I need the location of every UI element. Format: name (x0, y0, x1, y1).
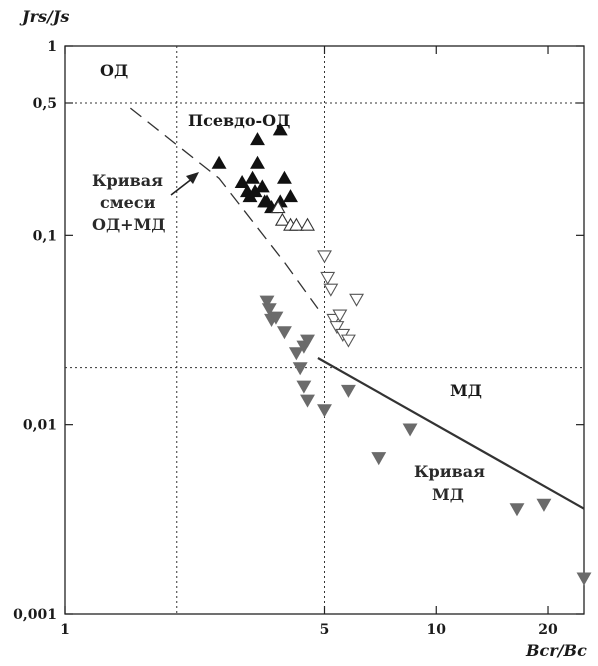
region-label-psd: Псевдо-ОД (188, 111, 290, 130)
y-tick-label-1: 0,5 (33, 96, 57, 112)
data-point-s2-8 (349, 293, 365, 307)
data-point-s0-8 (254, 179, 270, 193)
data-point-s3-0 (259, 295, 275, 309)
reference-lines (65, 46, 584, 614)
data-point-s2-5 (332, 309, 348, 323)
x-tick-label-1: 5 (320, 622, 330, 638)
data-point-s3-12 (340, 384, 356, 398)
mixing-curve-label-line3: ОД+МД (92, 215, 166, 234)
data-point-s3-17 (576, 572, 592, 586)
region-label-sd: ОД (100, 61, 128, 80)
data-point-s1-4 (300, 217, 315, 231)
data-point-s3-15 (509, 503, 525, 517)
data-point-s1-0 (270, 200, 286, 214)
x-tick-label-0: 1 (60, 622, 70, 638)
data-point-s0-7 (250, 132, 265, 146)
data-point-s2-0 (317, 250, 332, 264)
data-point-s3-6 (292, 362, 308, 376)
data-point-s0-12 (272, 122, 288, 136)
mixing-curve-label-line2: смеси (100, 193, 156, 212)
x-tick-label-3: 20 (538, 622, 558, 638)
data-point-s3-16 (536, 498, 552, 512)
md-curve-label-line1: Кривая (414, 462, 485, 481)
data-points (211, 122, 592, 586)
data-point-s3-11 (317, 404, 332, 418)
data-point-s0-1 (234, 174, 250, 188)
data-point-s2-4 (329, 321, 345, 335)
region-label-md: МД (450, 381, 482, 400)
mixing-curve-arrow-head (186, 172, 199, 184)
data-point-s0-6 (250, 155, 265, 169)
data-point-s3-8 (300, 334, 315, 348)
x-tick-label-2: 10 (427, 622, 447, 638)
data-point-s3-14 (402, 423, 418, 437)
axis-ticks: 1 5 10 20 1 0,5 0,1 0,01 0,001 (13, 39, 584, 638)
data-point-s2-2 (323, 283, 339, 297)
mixing-curve-label-line1: Кривая (92, 171, 163, 190)
data-point-s1-1 (274, 212, 290, 226)
data-point-s0-0 (211, 155, 227, 169)
y-tick-label-3: 0,01 (23, 418, 57, 434)
data-point-s3-5 (288, 347, 304, 361)
data-point-s3-13 (371, 452, 387, 466)
data-point-s3-3 (268, 311, 284, 325)
x-axis-label: Bcr/Bc (525, 641, 587, 660)
md-curve-line (317, 357, 585, 510)
data-point-s3-9 (296, 380, 312, 394)
data-point-s3-4 (276, 326, 292, 340)
data-point-s0-4 (245, 170, 260, 184)
y-tick-label-2: 0,1 (33, 228, 57, 244)
data-point-s2-1 (320, 271, 336, 285)
data-point-s0-15 (283, 189, 298, 203)
data-point-s0-14 (276, 170, 292, 184)
data-point-s2-7 (340, 334, 356, 348)
mixing-curve-line (129, 107, 319, 310)
y-tick-label-0: 1 (47, 39, 57, 55)
curves (129, 107, 585, 510)
data-point-s3-1 (261, 303, 277, 317)
data-point-s3-10 (300, 394, 315, 408)
y-tick-label-4: 0,001 (13, 607, 57, 623)
y-axis-label: Jrs/Js (19, 7, 69, 26)
mixing-curve-arrow-line (170, 177, 194, 196)
md-curve-label-line2: МД (432, 485, 464, 504)
data-point-s1-3 (288, 217, 304, 231)
